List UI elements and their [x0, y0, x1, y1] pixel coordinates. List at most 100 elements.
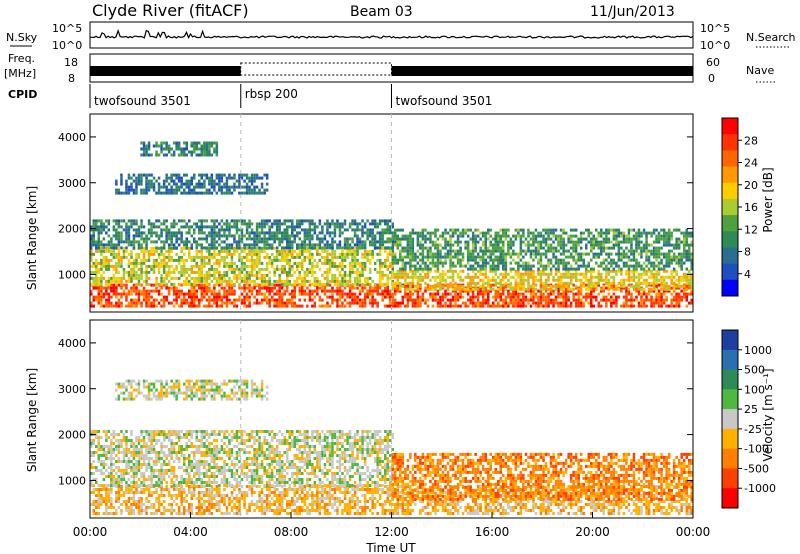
heatmap-cell: [499, 240, 503, 244]
heatmap-cell: [409, 275, 412, 279]
heatmap-cell: [165, 176, 168, 180]
heatmap-cell: [167, 246, 171, 250]
heatmap-cell: [595, 281, 598, 285]
heatmap-cell: [630, 237, 633, 241]
heatmap-cell: [640, 275, 643, 279]
heatmap-cell: [577, 240, 580, 244]
heatmap-cell: [534, 287, 538, 291]
heatmap-cell: [95, 219, 98, 223]
heatmap-cell: [384, 228, 387, 232]
heatmap-cell: [527, 267, 530, 271]
heatmap-cell: [492, 287, 495, 291]
heatmap-cell: [346, 249, 349, 253]
heatmap-cell: [547, 243, 550, 247]
heatmap-cell: [497, 287, 500, 291]
heatmap-cell: [394, 286, 397, 290]
heatmap-cell: [396, 281, 400, 285]
heatmap-cell: [165, 270, 168, 274]
heatmap-cell: [652, 304, 656, 308]
heatmap-cell: [517, 228, 520, 232]
heatmap-cell: [353, 231, 357, 235]
heatmap-cell: [353, 292, 357, 296]
heatmap-cell: [122, 228, 126, 232]
heatmap-cell: [203, 286, 206, 290]
heatmap-cell: [469, 298, 472, 302]
heatmap-cell: [110, 252, 113, 256]
heatmap-cell: [225, 188, 229, 192]
heatmap-cell: [353, 261, 357, 265]
heatmap-cell: [476, 292, 480, 296]
heatmap-cell: [469, 301, 472, 305]
heatmap-cell: [255, 176, 259, 180]
heatmap-cell: [429, 234, 432, 238]
heatmap-cell: [152, 185, 156, 189]
heatmap-cell: [135, 182, 138, 186]
heatmap-cell: [177, 289, 181, 293]
heatmap-cell: [683, 284, 686, 288]
heatmap-cell: [642, 243, 646, 247]
heatmap-cell: [132, 289, 136, 293]
heatmap-cell: [313, 282, 317, 286]
heatmap-cell: [572, 228, 575, 232]
heatmap-cell: [190, 225, 194, 229]
heatmap-cell: [200, 261, 204, 265]
heatmap-cell: [456, 258, 460, 262]
heatmap-cell: [358, 228, 362, 232]
heatmap-cell: [323, 249, 327, 253]
heatmap-cell: [117, 246, 121, 250]
heatmap-cell: [293, 270, 297, 274]
heatmap-cell: [582, 275, 586, 279]
heatmap-cell: [293, 301, 297, 305]
heatmap-cell: [135, 282, 138, 286]
heatmap-cell: [248, 176, 251, 180]
heatmap-cell: [579, 284, 583, 288]
heatmap-cell: [338, 270, 342, 274]
heatmap-cell: [657, 298, 661, 302]
heatmap-cell: [466, 289, 470, 293]
heatmap-cell: [378, 246, 382, 250]
heatmap-cell: [529, 243, 533, 247]
beam-title: Beam 03: [350, 4, 413, 20]
heatmap-cell: [220, 179, 224, 183]
heatmap-cell: [268, 225, 271, 229]
heatmap-cell: [170, 237, 173, 241]
heatmap-cell: [233, 301, 236, 305]
heatmap-cell: [270, 286, 274, 290]
heatmap-cell: [127, 173, 131, 177]
heatmap-cell: [142, 292, 146, 296]
heatmap-cell: [489, 267, 493, 271]
heatmap-cell: [321, 255, 324, 259]
heatmap-cell: [406, 287, 410, 291]
heatmap-cell: [268, 261, 271, 265]
heatmap-cell: [539, 264, 543, 268]
heatmap-cell: [253, 191, 256, 195]
heatmap-cell: [657, 278, 661, 282]
heatmap-cell: [368, 301, 372, 305]
heatmap-cell: [193, 276, 196, 280]
heatmap-cell: [167, 279, 171, 283]
heatmap-cell: [135, 258, 138, 262]
heatmap-cell: [637, 289, 641, 293]
heatmap-cell: [270, 264, 274, 268]
heatmap-cell: [102, 276, 106, 280]
heatmap-cell: [188, 240, 191, 244]
heatmap-cell: [567, 275, 570, 279]
heatmap-cell: [356, 295, 359, 299]
heatmap-cell: [424, 261, 427, 265]
heatmap-cell: [574, 286, 578, 290]
heatmap-cell: [183, 282, 186, 286]
heatmap-cell: [198, 267, 201, 271]
heatmap-cell: [572, 275, 575, 279]
heatmap-cell: [389, 289, 392, 293]
heatmap-cell: [132, 243, 136, 247]
heatmap-cell: [102, 249, 106, 253]
heatmap-cell: [677, 304, 681, 308]
heatmap-cell: [376, 283, 379, 287]
heatmap-cell: [220, 304, 224, 308]
heatmap-cell: [487, 228, 490, 232]
heatmap-cell: [406, 261, 410, 265]
heatmap-cell: [270, 282, 274, 286]
heatmap-cell: [145, 243, 148, 247]
heatmap-cell: [140, 292, 143, 296]
heatmap-cell: [610, 301, 613, 305]
